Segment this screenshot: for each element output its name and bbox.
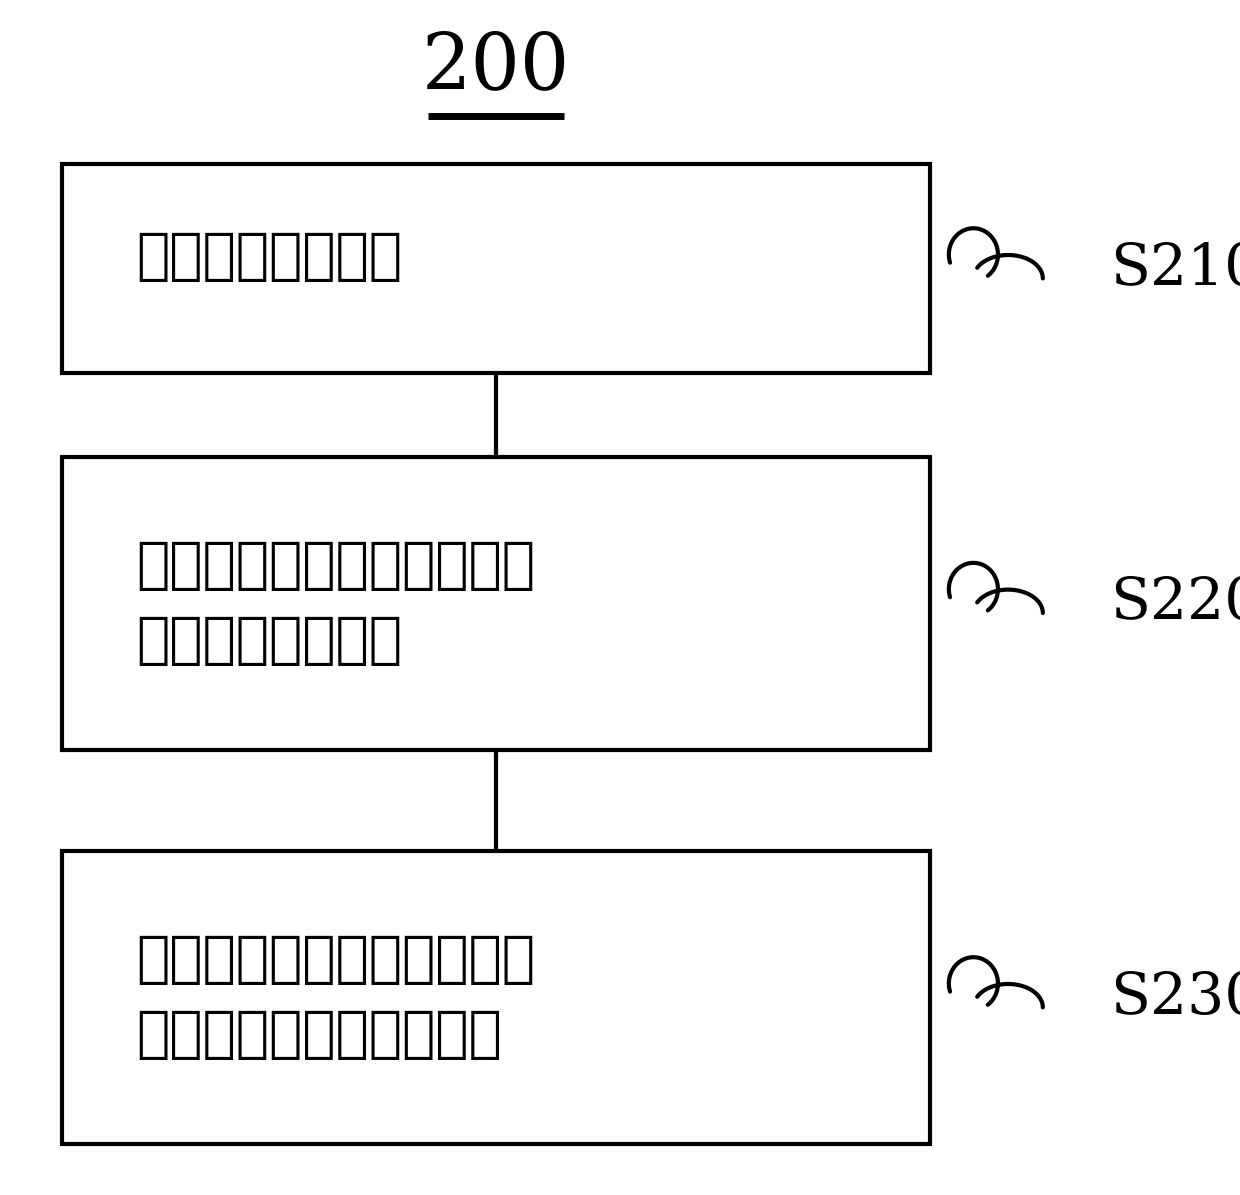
FancyBboxPatch shape <box>62 458 930 750</box>
Text: 将固体电解质膜包覆在正极
材料颗粒的表面上: 将固体电解质膜包覆在正极 材料颗粒的表面上 <box>136 539 536 668</box>
Text: 准备正极材料颗粒: 准备正极材料颗粒 <box>136 229 403 284</box>
Text: S220: S220 <box>1110 576 1240 631</box>
FancyBboxPatch shape <box>62 165 930 373</box>
Text: S210: S210 <box>1110 241 1240 296</box>
Text: S230: S230 <box>1110 970 1240 1025</box>
FancyBboxPatch shape <box>62 851 930 1145</box>
Text: 200: 200 <box>422 30 570 105</box>
Text: 对表面包覆有固体电解质膜
的正极材料颗粒进行加热: 对表面包覆有固体电解质膜 的正极材料颗粒进行加热 <box>136 933 536 1062</box>
